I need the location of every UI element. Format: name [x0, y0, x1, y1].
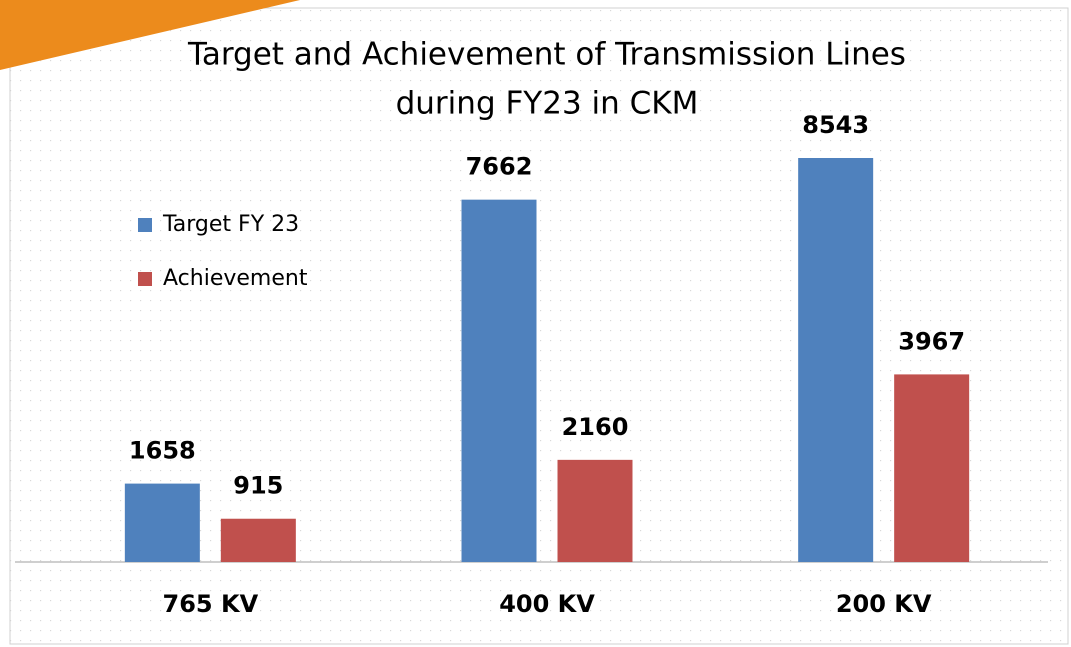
legend-swatch	[138, 272, 152, 286]
data-label: 7662	[466, 153, 533, 181]
x-tick-label: 765 KV	[163, 590, 259, 618]
data-label: 3967	[898, 327, 965, 355]
data-label: 8543	[802, 111, 869, 139]
x-tick-label: 200 KV	[836, 590, 932, 618]
bar	[557, 459, 633, 562]
data-label: 1658	[129, 437, 196, 465]
legend-swatch	[138, 218, 152, 232]
bar	[798, 158, 874, 562]
bar	[461, 199, 537, 562]
bar	[220, 518, 296, 562]
bar	[894, 374, 970, 562]
chart-title: Target and Achievement of Transmission L…	[187, 37, 906, 73]
corner-decoration	[0, 0, 300, 70]
legend-label: Target FY 23	[162, 212, 299, 237]
bar	[124, 483, 200, 562]
data-label: 2160	[562, 413, 629, 441]
data-label: 915	[233, 472, 283, 500]
chart-title: during FY23 in CKM	[396, 86, 699, 122]
x-tick-label: 400 KV	[499, 590, 595, 618]
legend-label: Achievement	[163, 266, 308, 291]
